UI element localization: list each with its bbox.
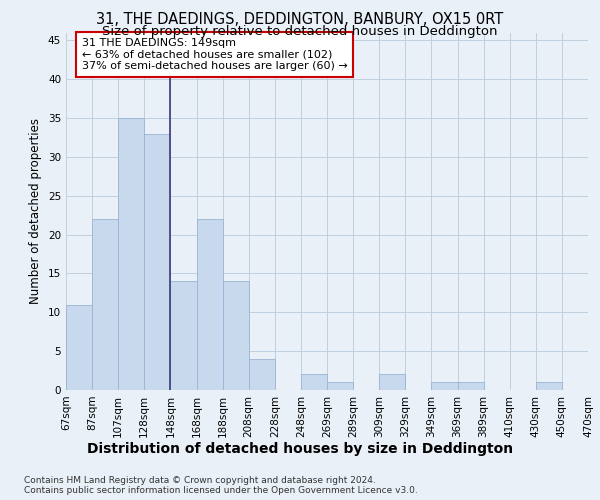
Y-axis label: Number of detached properties: Number of detached properties [29, 118, 43, 304]
Text: Contains HM Land Registry data © Crown copyright and database right 2024.
Contai: Contains HM Land Registry data © Crown c… [24, 476, 418, 495]
Bar [92, 219, 118, 390]
Bar [379, 374, 406, 390]
Bar [170, 281, 197, 390]
Bar [327, 382, 353, 390]
Bar [536, 382, 562, 390]
Bar [66, 304, 92, 390]
Text: 31 THE DAEDINGS: 149sqm
← 63% of detached houses are smaller (102)
37% of semi-d: 31 THE DAEDINGS: 149sqm ← 63% of detache… [82, 38, 347, 71]
Text: Size of property relative to detached houses in Deddington: Size of property relative to detached ho… [102, 25, 498, 38]
Text: Distribution of detached houses by size in Deddington: Distribution of detached houses by size … [87, 442, 513, 456]
Bar [458, 382, 484, 390]
Text: 31, THE DAEDINGS, DEDDINGTON, BANBURY, OX15 0RT: 31, THE DAEDINGS, DEDDINGTON, BANBURY, O… [97, 12, 503, 28]
Bar [223, 281, 249, 390]
Bar [301, 374, 327, 390]
Bar [197, 219, 223, 390]
Bar [118, 118, 145, 390]
Bar [145, 134, 170, 390]
Bar [249, 359, 275, 390]
Bar [431, 382, 458, 390]
